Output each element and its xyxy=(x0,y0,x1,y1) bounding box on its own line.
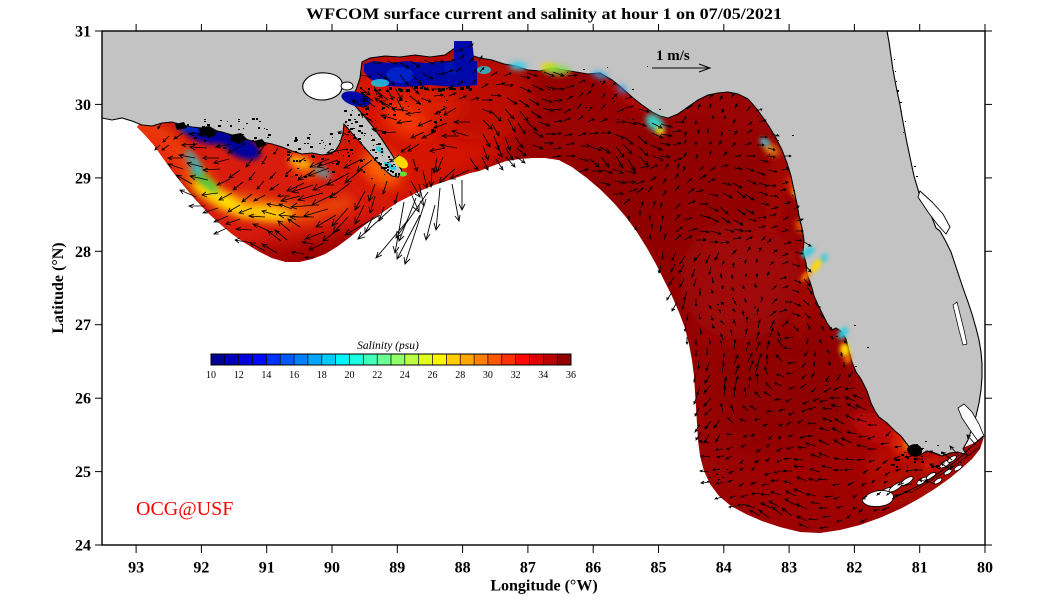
svg-text:85: 85 xyxy=(651,560,667,577)
svg-text:32: 32 xyxy=(511,370,521,381)
svg-text:Longitude (°W): Longitude (°W) xyxy=(490,578,597,595)
svg-text:24: 24 xyxy=(75,538,91,555)
svg-text:OCG@USF: OCG@USF xyxy=(136,498,233,520)
svg-text:83: 83 xyxy=(781,560,797,577)
svg-text:92: 92 xyxy=(193,560,209,577)
svg-text:91: 91 xyxy=(259,560,275,577)
svg-text:87: 87 xyxy=(520,560,536,577)
svg-text:81: 81 xyxy=(912,560,928,577)
svg-text:Latitude (°N): Latitude (°N) xyxy=(50,242,67,333)
svg-text:80: 80 xyxy=(977,560,993,577)
svg-text:82: 82 xyxy=(846,560,862,577)
svg-text:28: 28 xyxy=(455,370,465,381)
svg-text:20: 20 xyxy=(345,370,355,381)
svg-text:30: 30 xyxy=(483,370,493,381)
svg-text:22: 22 xyxy=(372,370,382,381)
svg-text:1 m/s: 1 m/s xyxy=(656,48,690,64)
svg-text:88: 88 xyxy=(455,560,471,577)
svg-text:26: 26 xyxy=(75,391,91,408)
svg-text:28: 28 xyxy=(75,244,91,261)
svg-text:Salinity (psu): Salinity (psu) xyxy=(357,340,419,352)
svg-text:18: 18 xyxy=(317,370,327,381)
svg-text:27: 27 xyxy=(75,317,91,334)
svg-text:89: 89 xyxy=(389,560,405,577)
svg-text:29: 29 xyxy=(75,170,91,187)
svg-text:34: 34 xyxy=(538,370,548,381)
svg-text:14: 14 xyxy=(261,370,271,381)
svg-text:90: 90 xyxy=(324,560,340,577)
svg-text:24: 24 xyxy=(400,370,410,381)
svg-text:26: 26 xyxy=(428,370,438,381)
svg-text:93: 93 xyxy=(128,560,144,577)
svg-text:36: 36 xyxy=(566,370,576,381)
svg-text:84: 84 xyxy=(716,560,732,577)
svg-text:WFCOM surface current and sali: WFCOM surface current and salinity at ho… xyxy=(306,6,782,23)
svg-text:30: 30 xyxy=(75,97,91,114)
svg-text:86: 86 xyxy=(585,560,601,577)
svg-text:10: 10 xyxy=(206,370,216,381)
svg-text:31: 31 xyxy=(75,24,91,41)
svg-text:25: 25 xyxy=(75,464,91,481)
svg-text:12: 12 xyxy=(234,370,244,381)
svg-text:16: 16 xyxy=(289,370,299,381)
